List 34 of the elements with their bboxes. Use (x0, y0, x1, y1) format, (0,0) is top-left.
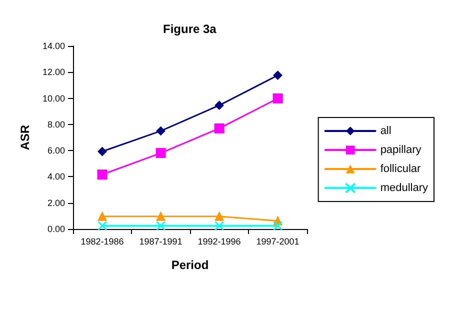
legend-label: all (380, 125, 392, 137)
legend-label: papillary (380, 144, 422, 156)
y-tick-label: 12.00 (42, 67, 65, 78)
point (156, 126, 166, 136)
point (98, 212, 107, 221)
legend-label: follicular (380, 163, 421, 175)
point (156, 212, 166, 221)
point (273, 220, 282, 230)
y-tick-label: 2.00 (47, 198, 65, 208)
x-tick-label: 1992-1996 (198, 236, 241, 246)
y-tick-label: 8.00 (47, 119, 65, 130)
point (98, 220, 107, 230)
y-tick-label: 14.00 (42, 41, 65, 51)
x-tick-label: 1997-2001 (256, 236, 300, 246)
legend-label: medullary (380, 182, 428, 194)
point (156, 148, 166, 158)
x-tick-label: 1987-1991 (139, 236, 182, 246)
y-tick-label: 10.00 (42, 93, 65, 104)
point (156, 220, 166, 230)
chart-title: Figure 3a (163, 22, 217, 36)
y-tick-label: 6.00 (47, 146, 65, 156)
point (214, 123, 224, 134)
x-axis-title: Period (171, 258, 209, 272)
x-tick-label: 1982-1986 (80, 236, 124, 246)
point (272, 93, 283, 104)
point (97, 169, 108, 180)
point (98, 146, 107, 156)
point (214, 220, 224, 230)
point (273, 70, 282, 80)
y-axis-title: ASR (18, 124, 32, 150)
y-tick-label: 0.00 (47, 224, 65, 234)
point (214, 100, 224, 110)
point (214, 212, 224, 221)
y-tick-label: 4.00 (47, 172, 65, 182)
